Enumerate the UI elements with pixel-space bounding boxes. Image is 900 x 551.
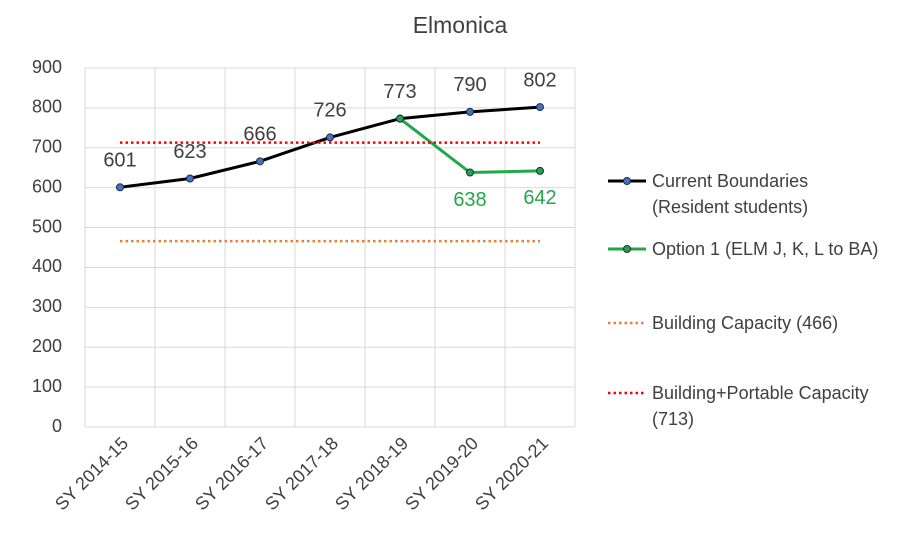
legend-swatch	[608, 177, 646, 185]
data-point	[326, 133, 334, 142]
data-point	[536, 166, 544, 175]
data-point	[116, 183, 124, 192]
data-point	[466, 168, 474, 177]
data-label: 790	[453, 74, 486, 96]
legend-swatch	[608, 321, 646, 325]
legend-marker	[623, 245, 631, 253]
legend-label: Option 1 (ELM J, K, L to BA)	[652, 239, 879, 259]
data-label: 802	[523, 69, 556, 91]
x-tick-label: SY 2018-19	[331, 433, 412, 514]
y-tick-label: 900	[32, 57, 62, 77]
y-tick-label: 300	[32, 296, 62, 316]
y-tick-label: 700	[32, 137, 62, 157]
data-label: 623	[173, 141, 206, 163]
data-point	[186, 174, 194, 183]
x-tick-label: SY 2020-21	[471, 433, 552, 514]
legend-swatch	[608, 245, 646, 253]
y-tick-label: 600	[32, 176, 62, 196]
x-tick-label: SY 2014-15	[51, 433, 132, 514]
y-tick-label: 800	[32, 97, 62, 117]
legend-swatch	[608, 391, 646, 395]
data-point	[536, 103, 544, 112]
legend-label: Building Capacity (466)	[652, 313, 839, 333]
y-tick-label: 400	[32, 256, 62, 276]
y-tick-label: 100	[32, 376, 62, 396]
y-tick-label: 500	[32, 216, 62, 236]
series-line	[399, 117, 541, 175]
legend-entry: Option 1 (ELM J, K, L to BA)	[606, 236, 896, 262]
data-label: 726	[313, 100, 346, 122]
y-tick-label: 200	[32, 336, 62, 356]
data-label: 601	[103, 150, 136, 172]
data-label: 642	[523, 187, 556, 209]
legend-entry: Current Boundaries (Resident students)	[606, 168, 896, 220]
data-point	[466, 107, 474, 116]
legend-label: Building+Portable Capacity (713)	[652, 383, 869, 429]
x-tick-label: SY 2016-17	[191, 433, 272, 514]
x-tick-label: SY 2015-16	[121, 433, 202, 514]
x-tick-label: SY 2019-20	[401, 433, 482, 514]
data-point	[256, 157, 264, 166]
y-tick-label: 0	[52, 416, 62, 436]
legend-entry: Building+Portable Capacity (713)	[606, 380, 896, 432]
data-label: 773	[383, 81, 416, 103]
data-label: 666	[243, 124, 276, 146]
data-label: 638	[453, 189, 486, 211]
chart-title: Elmonica	[413, 12, 508, 38]
x-tick-label: SY 2017-18	[261, 433, 342, 514]
legend-marker	[623, 177, 631, 185]
legend-entry: Building Capacity (466)	[606, 310, 896, 336]
data-point	[396, 114, 404, 123]
legend-label: Current Boundaries (Resident students)	[652, 171, 809, 217]
